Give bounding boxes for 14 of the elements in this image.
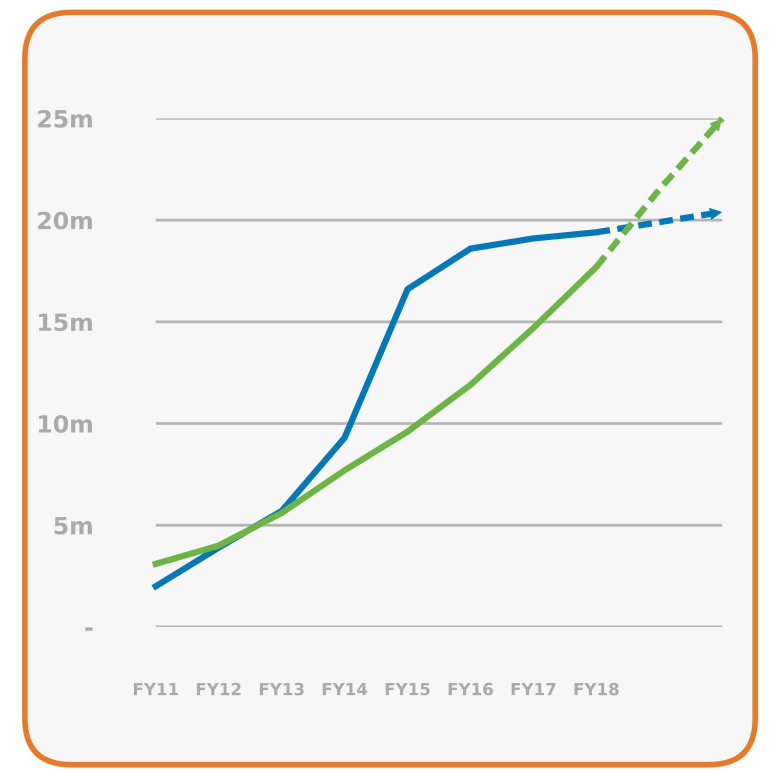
x-tick-label: FY13 (260, 682, 304, 696)
x-tick-label: FY11 (134, 683, 178, 696)
x-tick-label: FY12 (196, 682, 241, 696)
y-tick-label: 20m (38, 212, 92, 230)
y-tick-label: 15m (38, 314, 92, 332)
y-tick-label: 10m (38, 414, 92, 433)
x-tick-label: FY14 (322, 683, 368, 696)
x-tick-label: FY15 (386, 683, 430, 696)
x-tick-label: FY16 (448, 682, 493, 696)
y-tick-label: 5m (54, 516, 92, 535)
y-tick-label: - (85, 627, 92, 631)
x-tick-label: FY18 (574, 682, 619, 696)
x-tick-label: FY17 (512, 683, 556, 696)
y-tick-label: 25m (38, 110, 92, 128)
